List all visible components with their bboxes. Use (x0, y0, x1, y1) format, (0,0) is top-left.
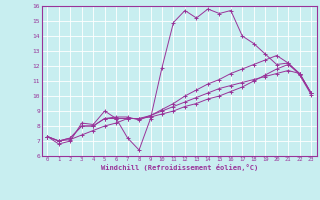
X-axis label: Windchill (Refroidissement éolien,°C): Windchill (Refroidissement éolien,°C) (100, 164, 258, 171)
